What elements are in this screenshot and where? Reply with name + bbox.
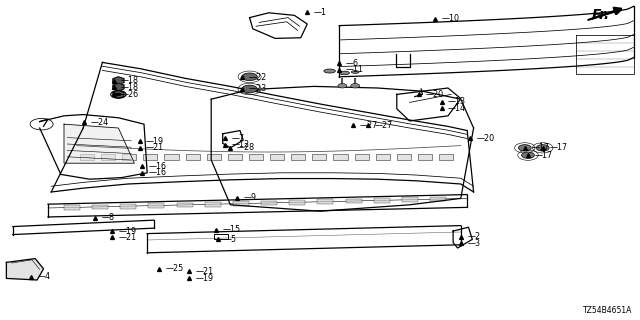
Text: —3: —3 <box>467 239 480 248</box>
Bar <box>355 154 369 160</box>
Text: —27: —27 <box>374 121 393 130</box>
Bar <box>402 197 418 202</box>
Bar <box>205 202 221 207</box>
Text: —12: —12 <box>232 140 250 149</box>
Text: —5: —5 <box>224 235 237 244</box>
Bar <box>148 204 164 208</box>
Text: —16: —16 <box>148 162 166 171</box>
Text: —15: —15 <box>223 225 241 234</box>
Text: —25: —25 <box>165 264 184 273</box>
Bar <box>207 154 221 160</box>
Bar <box>101 154 115 160</box>
Bar <box>249 154 263 160</box>
Bar <box>214 234 228 239</box>
Text: —21: —21 <box>118 233 136 242</box>
Text: —2: —2 <box>467 232 481 241</box>
Bar <box>64 205 80 210</box>
Bar <box>418 154 432 160</box>
Text: —17: —17 <box>534 151 552 160</box>
Polygon shape <box>64 124 134 163</box>
Text: —17: —17 <box>531 143 549 152</box>
Text: —9: —9 <box>243 193 257 202</box>
Text: —17: —17 <box>549 143 567 152</box>
Bar <box>177 203 193 207</box>
Text: —10: —10 <box>442 14 460 23</box>
Text: —20: —20 <box>426 90 444 99</box>
Text: —22: —22 <box>248 73 267 82</box>
Text: —26: —26 <box>120 90 138 99</box>
Circle shape <box>338 84 347 88</box>
Bar <box>261 201 277 205</box>
Circle shape <box>518 145 531 151</box>
Bar <box>376 154 390 160</box>
Bar <box>120 204 136 209</box>
Circle shape <box>522 152 534 158</box>
Text: TZ54B4651A: TZ54B4651A <box>583 306 632 315</box>
Bar <box>186 154 200 160</box>
Bar <box>92 205 108 209</box>
Bar <box>289 200 305 204</box>
Polygon shape <box>113 77 124 84</box>
Bar <box>164 154 179 160</box>
Text: —18: —18 <box>120 83 138 92</box>
Circle shape <box>242 73 257 81</box>
Text: —6: —6 <box>346 59 358 68</box>
Text: —11: —11 <box>346 65 364 74</box>
Text: —21: —21 <box>195 267 213 276</box>
Text: —8: —8 <box>101 213 114 222</box>
Polygon shape <box>6 259 44 280</box>
Ellipse shape <box>324 69 335 73</box>
Text: —14: —14 <box>448 104 466 113</box>
Circle shape <box>536 145 549 151</box>
Text: —18: —18 <box>120 76 138 85</box>
Bar <box>228 154 242 160</box>
Bar <box>346 199 362 203</box>
Text: —24: —24 <box>91 118 109 127</box>
Text: —1: —1 <box>314 8 326 17</box>
Text: —28: —28 <box>237 143 255 152</box>
Bar <box>439 154 453 160</box>
Polygon shape <box>113 83 124 91</box>
Bar <box>143 154 157 160</box>
Ellipse shape <box>339 71 349 75</box>
Circle shape <box>242 85 257 93</box>
Bar <box>430 197 446 201</box>
Bar <box>122 154 136 160</box>
Polygon shape <box>113 91 124 98</box>
Text: —21: —21 <box>146 143 164 152</box>
Ellipse shape <box>351 71 359 73</box>
Text: —13: —13 <box>448 97 466 106</box>
Text: Fr.: Fr. <box>592 8 610 22</box>
Bar <box>270 154 284 160</box>
Bar <box>397 154 411 160</box>
Text: —4: —4 <box>37 272 50 281</box>
Bar <box>374 198 390 203</box>
Bar <box>80 154 94 160</box>
Circle shape <box>351 84 360 88</box>
Text: —20: —20 <box>477 134 495 143</box>
Text: —23: —23 <box>248 84 266 93</box>
Text: —19: —19 <box>195 274 213 283</box>
Bar <box>291 154 305 160</box>
Bar <box>317 199 333 204</box>
Bar <box>333 154 348 160</box>
Text: —19: —19 <box>146 137 164 146</box>
Text: —19: —19 <box>118 227 136 236</box>
Circle shape <box>115 93 122 96</box>
Text: —16: —16 <box>148 168 166 177</box>
Text: —27: —27 <box>360 121 378 130</box>
Bar <box>312 154 326 160</box>
Text: —7: —7 <box>232 134 245 143</box>
Bar <box>233 201 249 206</box>
